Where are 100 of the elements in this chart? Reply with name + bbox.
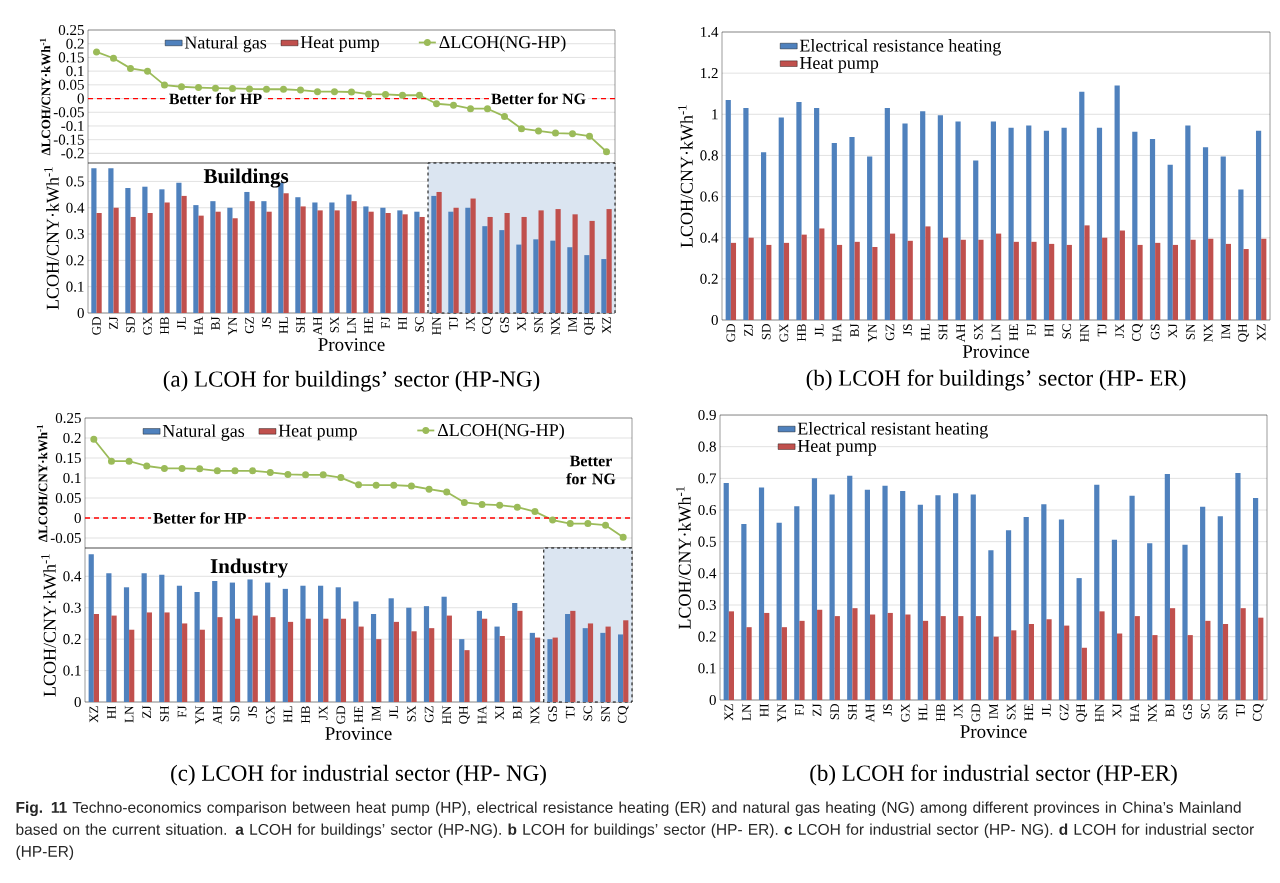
bar <box>397 210 403 313</box>
point <box>569 130 577 138</box>
bar <box>441 596 447 703</box>
bar <box>429 628 435 703</box>
x-tick-label: ZJ <box>109 316 118 329</box>
text: (b) LCOH for buildings’ sector (HP- ER) <box>806 369 1186 391</box>
y-tick-label: 0 <box>74 696 81 708</box>
x-tick-label: HA <box>1130 703 1139 722</box>
bar <box>1258 617 1264 701</box>
x-tick-label: XJ <box>517 316 526 331</box>
bar <box>854 241 860 320</box>
x-tick-label: GZ <box>245 317 254 334</box>
bar <box>1066 244 1072 320</box>
bar <box>453 207 459 313</box>
point <box>496 501 504 509</box>
bar <box>504 213 510 313</box>
x-tick-label: CQ <box>482 316 493 335</box>
legend-label: Heat pump <box>300 36 379 52</box>
bar <box>252 615 258 703</box>
bar <box>1058 519 1065 701</box>
x-tick-label: LN <box>124 705 134 723</box>
y-tick-label: 0.1 <box>66 66 84 77</box>
bar <box>499 636 505 703</box>
legend-label: ΔLCOH(NG-HP) <box>439 35 566 52</box>
text: (c) LCOH for industrial sector (HP- NG) <box>171 764 546 786</box>
bar <box>402 214 408 313</box>
bar <box>1222 624 1229 701</box>
bar <box>234 618 241 703</box>
bar <box>606 209 612 313</box>
x-tick-label: YN <box>777 703 787 723</box>
bar <box>406 607 412 703</box>
bar <box>849 136 855 320</box>
bar <box>164 202 170 313</box>
bar <box>567 247 573 313</box>
bar <box>335 587 341 703</box>
point <box>450 101 458 109</box>
bar <box>1190 239 1196 320</box>
point <box>127 64 134 72</box>
point <box>195 84 202 92</box>
point <box>110 54 117 62</box>
text: (a) LCOH for buildings’ sector (HP-NG) <box>163 370 540 392</box>
bar <box>776 522 782 701</box>
bar <box>1043 130 1050 320</box>
point <box>467 105 475 113</box>
bar <box>766 244 772 320</box>
bar <box>176 182 182 313</box>
x-tick-label: HL <box>279 317 288 334</box>
x-tick-label: HA <box>477 705 487 724</box>
y-tick-label: 0.6 <box>700 191 719 202</box>
bar <box>217 617 223 703</box>
x-tick-label: JL <box>1042 704 1051 717</box>
x-tick-label: XJ <box>495 705 504 720</box>
bar <box>990 121 997 320</box>
x-tick-label: QH <box>1076 703 1088 722</box>
x-tick-label: XZ <box>602 317 611 334</box>
x-tick-label: JL <box>814 324 824 337</box>
bar <box>215 211 221 313</box>
bar <box>312 202 318 313</box>
x-tick-label: XJ <box>1112 703 1122 718</box>
point <box>297 86 304 94</box>
bar <box>431 195 437 313</box>
x-tick-label: FJ <box>177 705 187 718</box>
y-tick-label: 0.15 <box>55 452 81 464</box>
bar <box>210 201 216 313</box>
point <box>144 67 151 75</box>
bar <box>1217 516 1223 701</box>
bar <box>194 592 200 703</box>
bar <box>1238 189 1244 320</box>
point <box>484 105 492 113</box>
point <box>143 462 151 470</box>
bar <box>1094 484 1100 701</box>
bar <box>282 588 288 703</box>
x-tick-label: AH <box>313 316 322 336</box>
bar <box>1119 230 1125 320</box>
point <box>399 91 407 99</box>
bar <box>743 108 749 320</box>
bar <box>108 168 114 313</box>
bar <box>516 244 522 313</box>
bar <box>470 198 476 313</box>
point <box>160 464 168 472</box>
text: Fig. 11 Techno-economics comparison between heat pump (HP), electrical resistance heating (ER) and natural gas heating (NG) among different provinces in China’s Mainland based on the current situation. a LCOH for buildings’ sector (HP-NG). b LCOH for buildings’ sector (HP- ER). c LCOH for industrial sector (HP- NG). d LCOH for industrial sector (HP-ER) <box>16 801 1254 860</box>
bar <box>482 618 488 703</box>
point <box>416 91 424 99</box>
y-tick-label: 0.9 <box>698 409 716 421</box>
y-tick-label: 0.1 <box>698 663 716 674</box>
y-axis-title: LCOH/CNY·kWh$^{-1}$ <box>41 554 56 697</box>
x-tick-label: SD <box>230 706 240 722</box>
x-tick-label: NX <box>551 316 560 335</box>
point <box>586 132 594 140</box>
x-tick-label: HI <box>1044 323 1054 337</box>
bar <box>464 650 470 703</box>
y-tick-label: -0.05 <box>50 532 81 544</box>
bar <box>96 213 102 313</box>
bar <box>111 615 117 703</box>
bar <box>465 207 471 313</box>
bar <box>925 226 931 320</box>
point <box>314 88 321 96</box>
x-tick-label: AH <box>865 703 875 723</box>
x-tick-label: GS <box>1183 704 1192 720</box>
y-tick-label: 0 <box>77 93 84 104</box>
